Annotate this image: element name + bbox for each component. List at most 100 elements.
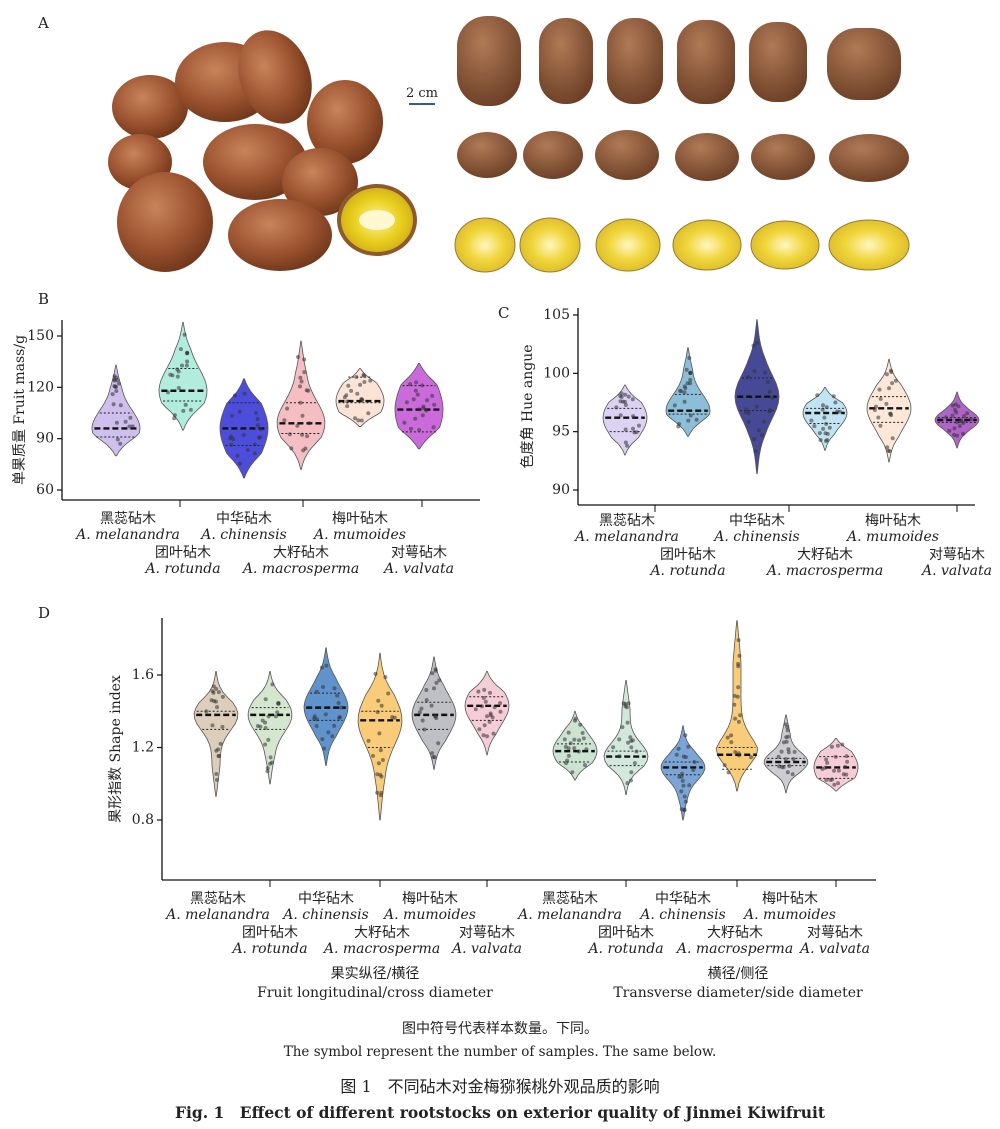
chart-b-violin-1-point bbox=[168, 372, 173, 377]
chart-d-violin-1-point bbox=[258, 724, 263, 729]
kiwifruit-pile-photo bbox=[105, 22, 425, 277]
chart-d-violin-11-point bbox=[824, 777, 829, 782]
chart-c-y-tick-label: 95 bbox=[552, 424, 570, 440]
chart-b-violin-4-point bbox=[359, 397, 364, 402]
chart-b-violin-1-point bbox=[182, 332, 187, 337]
chart-d-violin-6-point bbox=[566, 730, 571, 735]
chart-c-violin-5-point bbox=[944, 415, 948, 420]
panel-d-letter: D bbox=[38, 604, 51, 622]
chart-d-violin-2-point bbox=[330, 734, 335, 739]
chart-d-violin-8 bbox=[660, 725, 706, 821]
chart-d-violin-11-point bbox=[836, 768, 841, 773]
chart-d-violin-7-point bbox=[632, 761, 637, 766]
chart-b-violin-4-point bbox=[359, 397, 364, 402]
chart-d-x-cat-en: A. rotunda bbox=[230, 941, 307, 957]
chart-d-violin-1-point bbox=[276, 701, 281, 706]
chart-d-violin-9-point bbox=[738, 713, 743, 718]
chart-c-violin-5-point bbox=[953, 407, 957, 412]
chart-d-violin-7-point bbox=[617, 737, 622, 742]
chart-d-violin-6-point bbox=[563, 744, 568, 749]
chart-d-x-cat-cn: 中华砧木 bbox=[655, 891, 711, 907]
chart-d-violin-1-point bbox=[270, 682, 275, 687]
chart-c-violin-1-point bbox=[678, 388, 682, 393]
chart-b-violin-5-point bbox=[431, 425, 436, 430]
chart-c-violin-0-point bbox=[623, 399, 627, 404]
chart-d-violin-0-point bbox=[216, 747, 221, 752]
chart-c-violin-3-point bbox=[837, 409, 842, 414]
chart-b-violin-5-point bbox=[414, 380, 419, 385]
chart-b-violin-0-point bbox=[113, 384, 118, 389]
chart-d-violin-1-point bbox=[263, 697, 268, 702]
chart-d-violin-6-point bbox=[562, 737, 567, 742]
chart-b-violin-0-point bbox=[114, 385, 118, 389]
chart-c-violin-4-point bbox=[886, 448, 891, 453]
chart-b-x-cat-en: A. rotunda bbox=[143, 561, 220, 577]
chart-c-violin-5-point bbox=[947, 428, 952, 433]
chart-d-violin-6-point bbox=[578, 722, 583, 727]
chart-d-violin-6-point bbox=[572, 737, 577, 742]
chart-c-violin-4-point bbox=[884, 401, 889, 406]
chart-c-x-cat-cn: 黑蕊砧木 bbox=[599, 513, 655, 529]
chart-b-violin-0-point bbox=[116, 381, 121, 386]
chart-d-violin-5-point bbox=[498, 709, 503, 714]
chart-b-violin-2-point bbox=[242, 391, 247, 396]
chart-c-violin-0 bbox=[602, 384, 648, 456]
chart-b-violin-3-point bbox=[298, 384, 302, 389]
chart-c-violin-2-point bbox=[766, 380, 770, 385]
chart-b-violin-2-point bbox=[237, 409, 242, 414]
chart-d-violin-10-point bbox=[785, 725, 790, 730]
chart-c-violin-3-point bbox=[831, 394, 836, 399]
chart-b-violin-3-point bbox=[300, 432, 305, 437]
chart-c-violin-4-point bbox=[893, 378, 898, 383]
chart-c-violin-5 bbox=[934, 391, 980, 449]
chart-d-violin-2-point bbox=[322, 746, 327, 751]
chart-b-x-cat-cn: 团叶砧木 bbox=[155, 545, 211, 561]
chart-d-violin-5-point bbox=[477, 727, 482, 732]
chart-d-violin-5-point bbox=[483, 699, 488, 704]
chart-b-violin-1-point bbox=[183, 402, 188, 407]
chart-d-violin-1-point bbox=[260, 718, 265, 723]
chart-d-violin-11-point bbox=[845, 759, 850, 764]
chart-d-violin-9 bbox=[715, 620, 759, 792]
panel-b-letter: B bbox=[38, 290, 50, 308]
chart-b-violin-5-point bbox=[424, 408, 429, 413]
chart-d-violin-2-point bbox=[336, 701, 341, 705]
chart-b-violin-3-point bbox=[302, 357, 307, 362]
chart-d-violin-4-point bbox=[431, 755, 436, 759]
chart-d-violin-10-point bbox=[776, 754, 781, 759]
chart-d-x-cat-cn: 大籽砧木 bbox=[354, 925, 410, 941]
chart-d-y-tick-label: 1.6 bbox=[132, 667, 154, 683]
chart-d-violin-9-point bbox=[736, 638, 741, 643]
chart-d-violin-6-point bbox=[584, 747, 589, 752]
chart-c-violin-2-point bbox=[746, 419, 751, 424]
chart-b-violin-2-point bbox=[235, 453, 240, 458]
chart-d-x-cat-en: A. melanandra bbox=[516, 907, 622, 923]
chart-c-violin-3-point bbox=[827, 425, 832, 430]
chart-c-y-label: 色度角 Hue angue bbox=[519, 344, 536, 468]
chart-b-violin-5-point bbox=[421, 404, 426, 409]
chart-b-violin-3-point bbox=[282, 418, 287, 423]
chart-c-violin-1-point bbox=[688, 370, 693, 375]
chart-d-violin-10-point bbox=[786, 750, 791, 755]
figure-caption-en: Fig. 1 Effect of different rootstocks on… bbox=[174, 1103, 826, 1122]
chart-b-violin-2-point bbox=[228, 436, 233, 441]
chart-c-violin-3-point bbox=[809, 418, 814, 423]
chart-d-x-cat-cn: 对萼砧木 bbox=[459, 925, 515, 941]
chart-c-violin-4-point bbox=[889, 370, 894, 374]
chart-c-violin-5-point bbox=[957, 424, 962, 428]
chart-d-violin-3-point bbox=[375, 772, 380, 777]
chart-d-violin-4-point bbox=[430, 751, 435, 756]
chart-d-violin-6-point bbox=[581, 736, 586, 741]
chart-b-violin-1-point bbox=[172, 413, 177, 418]
chart-b-violin-1-point bbox=[185, 350, 190, 355]
chart-d-violin-3-point bbox=[379, 790, 384, 795]
chart-c-violin-0-point bbox=[637, 423, 641, 428]
chart-b-violin-4-point bbox=[362, 373, 367, 378]
chart-d-violin-9-point bbox=[736, 664, 741, 669]
chart-b-violin-0-point bbox=[128, 415, 133, 420]
chart-d-violin-3-point bbox=[379, 774, 384, 779]
chart-d-violin-5-point bbox=[481, 733, 486, 738]
chart-d-violin-10-point bbox=[784, 739, 789, 744]
chart-d-violin-5-point bbox=[498, 701, 503, 706]
chart-d-violin-4-point bbox=[422, 727, 427, 732]
